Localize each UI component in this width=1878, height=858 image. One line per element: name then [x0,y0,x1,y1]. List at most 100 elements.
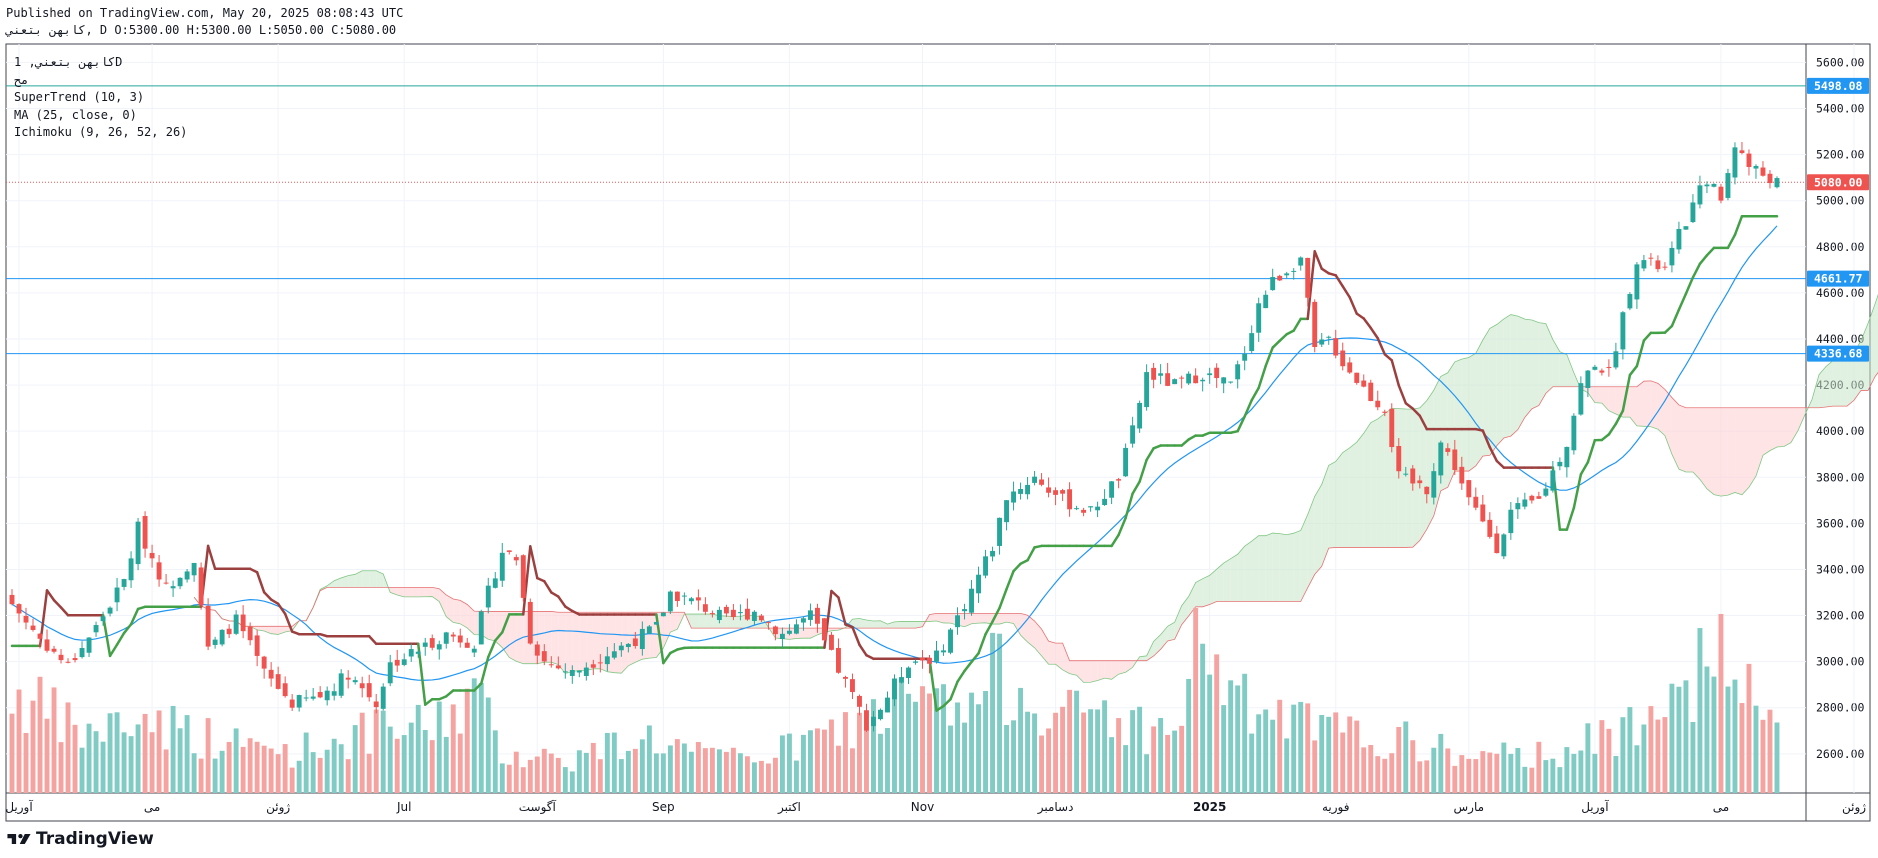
cloud-segment-bull [1405,409,1413,548]
volume-bar [1725,686,1731,793]
supertrend-up-segment [1278,333,1288,343]
candle-body [1599,370,1605,373]
candle-body [79,648,85,658]
volume-bar [513,751,519,793]
volume-bar [1382,758,1388,793]
candle-body [1543,488,1549,496]
supertrend-up-segment [1152,444,1162,450]
candle-body [555,665,561,669]
cloud-segment-bear [1762,407,1770,456]
supertrend-up-segment [1579,461,1590,476]
cloud-segment-bull [1300,514,1308,602]
candle-body [450,634,456,637]
volume-bar [240,746,246,793]
candle-body [576,670,582,673]
volume-bar [233,728,239,793]
volume-bar [1221,705,1227,793]
cloud-segment-bull [1307,496,1315,588]
cloud-segment-bear [803,628,811,639]
volume-bar [1060,706,1066,793]
cloud-segment-bull [1363,422,1371,548]
cloud-segment-bear [1783,407,1791,447]
cloud-segment-bull [1419,400,1427,541]
volume-bar [1032,713,1038,793]
supertrend-down-segment [1320,267,1330,275]
candle-body [1074,508,1080,510]
candle-body [1760,167,1766,176]
cloud-segment-bull [1370,418,1378,548]
cloud-segment-bull [362,570,370,588]
cloud-segment-bull [1461,357,1469,472]
volume-bar [198,758,204,793]
legend-supertrend[interactable]: SuperTrend (10, 3) [14,90,145,104]
candle-body [1123,447,1129,477]
volume-bar [786,733,792,793]
volume-bar [79,747,85,793]
volume-bar [1200,643,1206,793]
cloud-segment-bear [1727,407,1735,496]
volume-bar [1011,720,1017,793]
candle-body [1669,247,1675,266]
candle-body [793,624,799,634]
cloud-segment-bear [390,587,398,595]
volume-bar [541,748,547,793]
candle-body [65,661,71,663]
candle-body [822,618,827,641]
candle-body [541,651,547,662]
candle-body [478,611,484,645]
supertrend-down-segment [269,598,280,606]
candle-body [373,701,379,708]
volume-bar [450,704,456,793]
cloud-segment-bull [1195,578,1203,607]
volume-bar [1445,748,1451,793]
legend-symbol[interactable]: كابهن بتعني, 1D [14,55,123,69]
candle-body [1305,257,1311,298]
candle-body [1319,339,1325,345]
volume-bar [359,712,365,793]
supertrend-down-segment [529,545,539,580]
cloud-segment-bear [936,613,944,623]
supertrend-down-segment [1313,250,1323,270]
volume-bar [639,739,645,793]
volume-bar [254,741,260,793]
price-line-tag [1807,345,1869,362]
volume-bar [352,725,358,793]
tradingview-brand[interactable]: TradingView [6,829,154,849]
candle-body [282,683,288,697]
volume-bar [1312,740,1318,793]
cloud-segment-bear [1797,407,1805,431]
price-line-tag [1807,77,1869,94]
candle-body [814,607,820,624]
volume-bar [1529,767,1535,793]
supertrend-up-segment [1236,415,1246,433]
cloud-segment-bear [425,587,433,597]
supertrend-up-segment [501,613,511,634]
brand-name: TradingView [36,829,154,849]
volume-bar [534,756,540,793]
volume-bar [1543,760,1549,793]
candle-body [1536,496,1542,499]
cloud-segment-bull [915,621,923,629]
candle-body [723,606,729,614]
volume-bar [170,705,176,793]
volume-bar [1466,758,1472,793]
candle-body [990,550,995,557]
candle-body [625,643,631,648]
volume-bar [1298,701,1304,793]
candle-body [843,676,848,679]
cloud-segment-bear [1027,615,1035,648]
candle-body [1571,415,1577,451]
supertrend-up-segment [423,697,434,706]
cloud-segment-bull [1342,447,1350,548]
cloud-segment-bear [1608,386,1616,415]
volume-bar [478,682,484,793]
legend-ma[interactable]: MA (25, close, 0) [14,107,137,122]
legend-ichimoku[interactable]: Ichimoku (9, 26, 52, 26) [14,125,188,139]
candle-body [1081,509,1087,513]
volume-bar [885,728,890,793]
candle-body [9,594,15,605]
x-tick-label: می [1713,800,1729,814]
volume-bar [1767,709,1773,793]
candles [9,141,1780,732]
